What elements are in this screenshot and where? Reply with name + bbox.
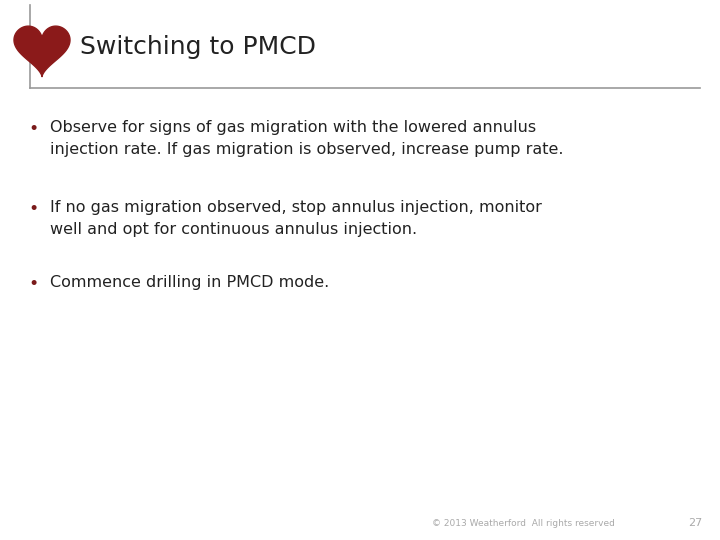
Text: Observe for signs of gas migration with the lowered annulus: Observe for signs of gas migration with … (50, 120, 536, 135)
Text: Commence drilling in PMCD mode.: Commence drilling in PMCD mode. (50, 275, 329, 290)
Text: injection rate. If gas migration is observed, increase pump rate.: injection rate. If gas migration is obse… (50, 142, 564, 157)
Text: © 2013 Weatherford  All rights reserved: © 2013 Weatherford All rights reserved (432, 519, 615, 528)
Text: Switching to PMCD: Switching to PMCD (80, 35, 316, 59)
Polygon shape (14, 26, 70, 77)
Text: •: • (28, 275, 38, 293)
Text: •: • (28, 200, 38, 218)
Text: If no gas migration observed, stop annulus injection, monitor: If no gas migration observed, stop annul… (50, 200, 542, 215)
Text: •: • (28, 120, 38, 138)
Text: well and opt for continuous annulus injection.: well and opt for continuous annulus inje… (50, 222, 417, 237)
Text: 27: 27 (688, 518, 702, 528)
